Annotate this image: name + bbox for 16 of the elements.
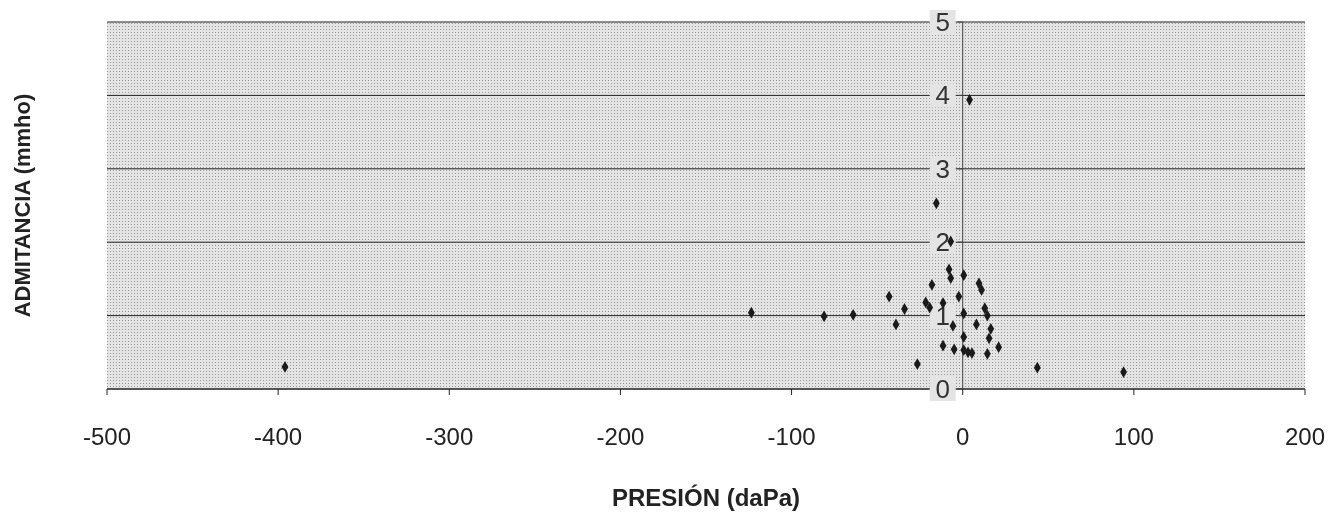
y-tick-label: 1 <box>935 300 950 331</box>
x-tick-label: 100 <box>1113 423 1154 450</box>
x-tick-label: 200 <box>1284 423 1326 450</box>
y-tick-label: 5 <box>935 7 950 37</box>
x-tick-label: -100 <box>767 423 816 450</box>
y-tick-label: 4 <box>935 80 950 111</box>
x-tick-label: -500 <box>82 423 132 450</box>
x-tick-label: -400 <box>254 423 303 450</box>
x-tick-label: 0 <box>956 423 970 450</box>
y-tick-label: 2 <box>935 227 950 258</box>
x-tick-label: -300 <box>425 423 474 450</box>
y-tick-label: 3 <box>935 153 950 184</box>
x-tick-label: -200 <box>596 423 645 450</box>
y-axis-title: ADMITANCIA (mmho) <box>10 93 35 318</box>
x-axis-title: PRESIÓN (daPa) <box>611 484 801 511</box>
y-tick-label: 0 <box>935 374 950 404</box>
